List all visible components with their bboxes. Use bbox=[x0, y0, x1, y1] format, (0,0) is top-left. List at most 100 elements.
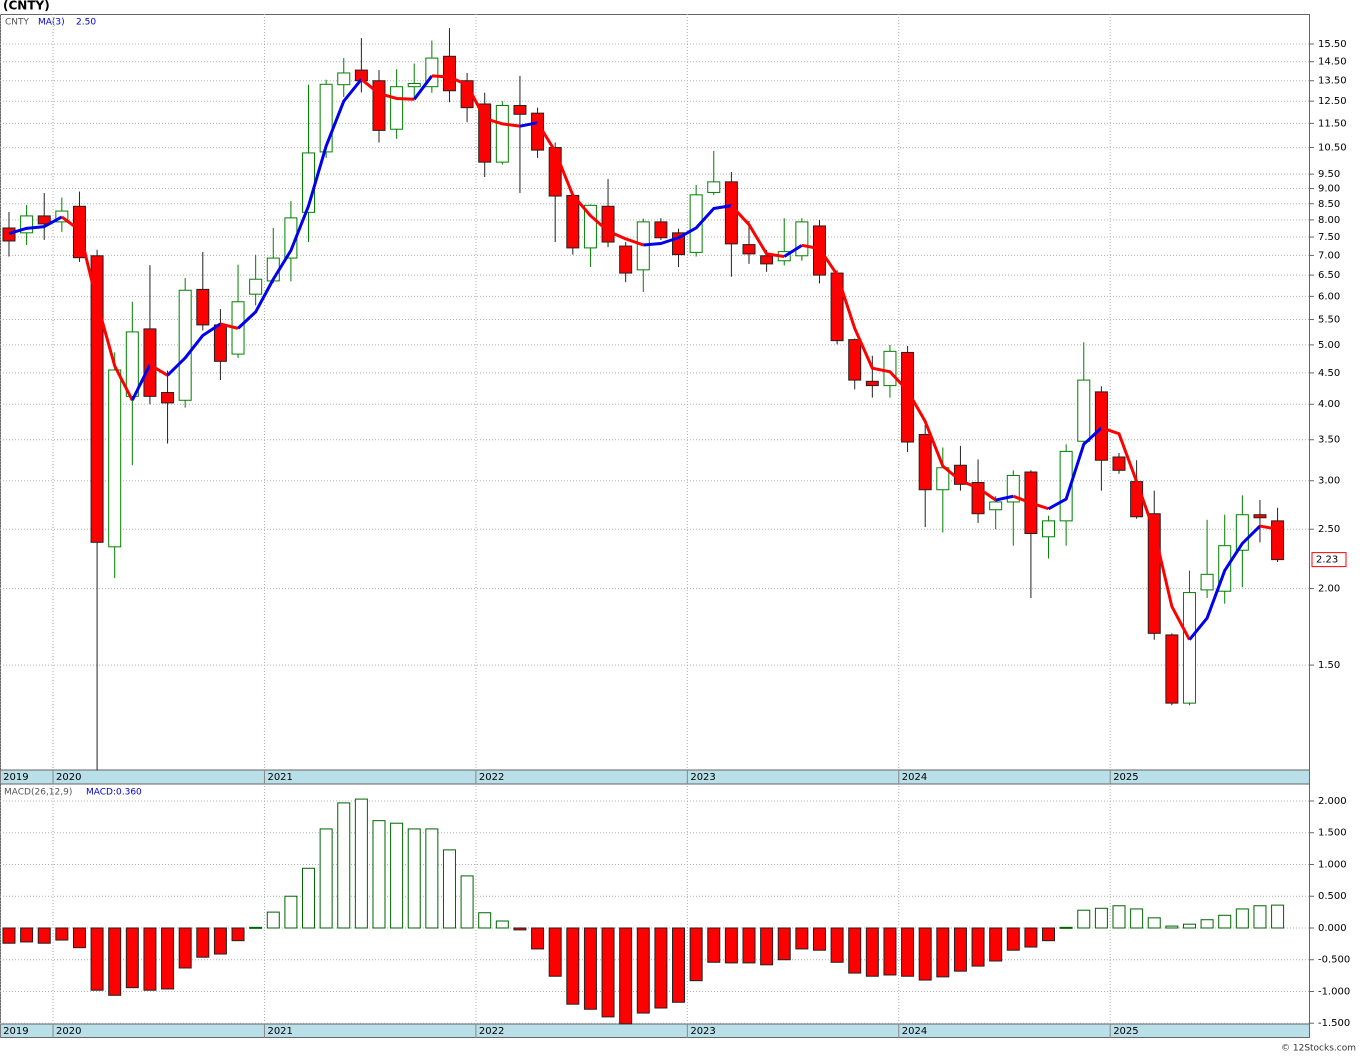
ma-line bbox=[1100, 426, 1191, 641]
macd-bar bbox=[337, 802, 351, 929]
panel-border bbox=[0, 14, 1310, 1038]
macd-bar bbox=[249, 926, 263, 929]
candle-body bbox=[2, 227, 16, 242]
macd-bar bbox=[654, 927, 668, 1009]
candle-body bbox=[918, 433, 932, 491]
macd-bar bbox=[213, 927, 227, 955]
ma-line bbox=[1259, 524, 1278, 531]
macd-bar bbox=[724, 927, 738, 964]
ma-line bbox=[360, 78, 415, 101]
y-tick-label: 14.50 bbox=[1318, 57, 1347, 68]
ma-line bbox=[1188, 524, 1262, 641]
ma-value-label: 2.50 bbox=[76, 18, 96, 28]
y-tick-label: 13.50 bbox=[1318, 76, 1347, 87]
y-tick-label: 1.50 bbox=[1318, 660, 1340, 671]
y-tick-label: 3.00 bbox=[1318, 476, 1340, 487]
y-tick-label: -0.500 bbox=[1318, 955, 1350, 966]
macd-bar bbox=[689, 927, 703, 982]
y-tick-label: 8.50 bbox=[1318, 199, 1340, 210]
macd-bar bbox=[90, 927, 104, 991]
macd-bar bbox=[918, 927, 932, 981]
x-tick-label: 2022 bbox=[479, 772, 504, 783]
candle-body bbox=[319, 83, 333, 153]
macd-bar bbox=[390, 822, 404, 929]
macd-bar bbox=[1042, 927, 1056, 942]
macd-bar bbox=[619, 927, 633, 1025]
y-tick-label: 4.00 bbox=[1318, 399, 1340, 410]
y-tick-label: 10.50 bbox=[1318, 143, 1347, 154]
macd-bar bbox=[302, 867, 316, 929]
macd-bar bbox=[1130, 908, 1144, 929]
candle-body bbox=[337, 72, 351, 86]
ma-line bbox=[237, 78, 363, 330]
macd-bar bbox=[354, 798, 368, 929]
y-tick-label: 2.00 bbox=[1318, 584, 1340, 595]
candle-body bbox=[90, 255, 104, 543]
macd-bar bbox=[460, 875, 474, 929]
macd-label: MACD(26,12,9) bbox=[4, 788, 72, 798]
macd-bar bbox=[1253, 905, 1267, 929]
y-tick-label: 3.50 bbox=[1318, 435, 1340, 446]
candle-body bbox=[1130, 481, 1144, 518]
ma-line bbox=[536, 121, 644, 247]
candle-body bbox=[601, 205, 615, 243]
macd-bar bbox=[989, 927, 1003, 962]
candle-body bbox=[865, 380, 879, 387]
candle-body bbox=[407, 82, 421, 88]
y-tick-label: 9.00 bbox=[1318, 184, 1340, 195]
macd-bar bbox=[812, 927, 826, 951]
candle-body bbox=[989, 501, 1003, 511]
macd-bar bbox=[777, 927, 791, 961]
macd-bar bbox=[830, 927, 844, 963]
ma-line bbox=[149, 363, 169, 377]
macd-bar bbox=[1235, 908, 1249, 929]
macd-bar bbox=[1165, 925, 1179, 929]
candle-body bbox=[1182, 592, 1196, 704]
y-tick-label: -1.500 bbox=[1318, 1018, 1350, 1029]
macd-bar bbox=[108, 927, 122, 996]
candle-body bbox=[143, 328, 157, 397]
y-tick-label: 7.50 bbox=[1318, 232, 1340, 243]
ma-line bbox=[130, 364, 152, 401]
ma-line bbox=[220, 322, 239, 330]
macd-bar bbox=[760, 927, 774, 966]
candle-body bbox=[795, 221, 809, 257]
candle-body bbox=[566, 194, 580, 249]
macd-bar bbox=[953, 927, 967, 972]
candle-body bbox=[1200, 573, 1214, 591]
macd-bar bbox=[1094, 907, 1108, 929]
macd-bar bbox=[2, 927, 16, 944]
macd-bar bbox=[583, 927, 597, 1010]
y-tick-label: -1.000 bbox=[1318, 986, 1350, 997]
date-strip bbox=[0, 770, 1310, 784]
ma-line bbox=[1047, 426, 1103, 511]
ma-line bbox=[995, 494, 1014, 502]
axis-area bbox=[1312, 14, 1359, 1038]
y-tick-label: 12.50 bbox=[1318, 96, 1347, 107]
candle-body bbox=[125, 331, 139, 397]
macd-bar bbox=[513, 927, 527, 931]
macd-bar bbox=[125, 927, 139, 989]
candle-body bbox=[1271, 520, 1285, 561]
candle-body bbox=[689, 194, 703, 253]
macd-bar bbox=[37, 927, 51, 944]
macd-bar bbox=[936, 927, 950, 978]
macd-bar bbox=[795, 927, 809, 950]
y-tick-label: 5.00 bbox=[1318, 340, 1340, 351]
macd-bar bbox=[672, 927, 686, 1003]
x-tick-label: 2020 bbox=[56, 1026, 81, 1037]
y-tick-label: 2.000 bbox=[1318, 796, 1347, 807]
ma-line bbox=[60, 215, 134, 401]
macd-bar bbox=[848, 927, 862, 974]
macd-bar bbox=[636, 927, 650, 1014]
macd-bar bbox=[20, 927, 34, 943]
candle-body bbox=[1042, 520, 1056, 538]
candle-body bbox=[1077, 379, 1091, 442]
macd-value-label: MACD:0.360 bbox=[86, 788, 142, 798]
price-tag bbox=[1311, 552, 1347, 568]
x-tick-label: 2022 bbox=[479, 1026, 504, 1037]
candle-body bbox=[583, 204, 597, 249]
macd-bar bbox=[407, 828, 421, 929]
candle-body bbox=[1112, 456, 1126, 471]
x-tick-label: 2020 bbox=[56, 772, 81, 783]
